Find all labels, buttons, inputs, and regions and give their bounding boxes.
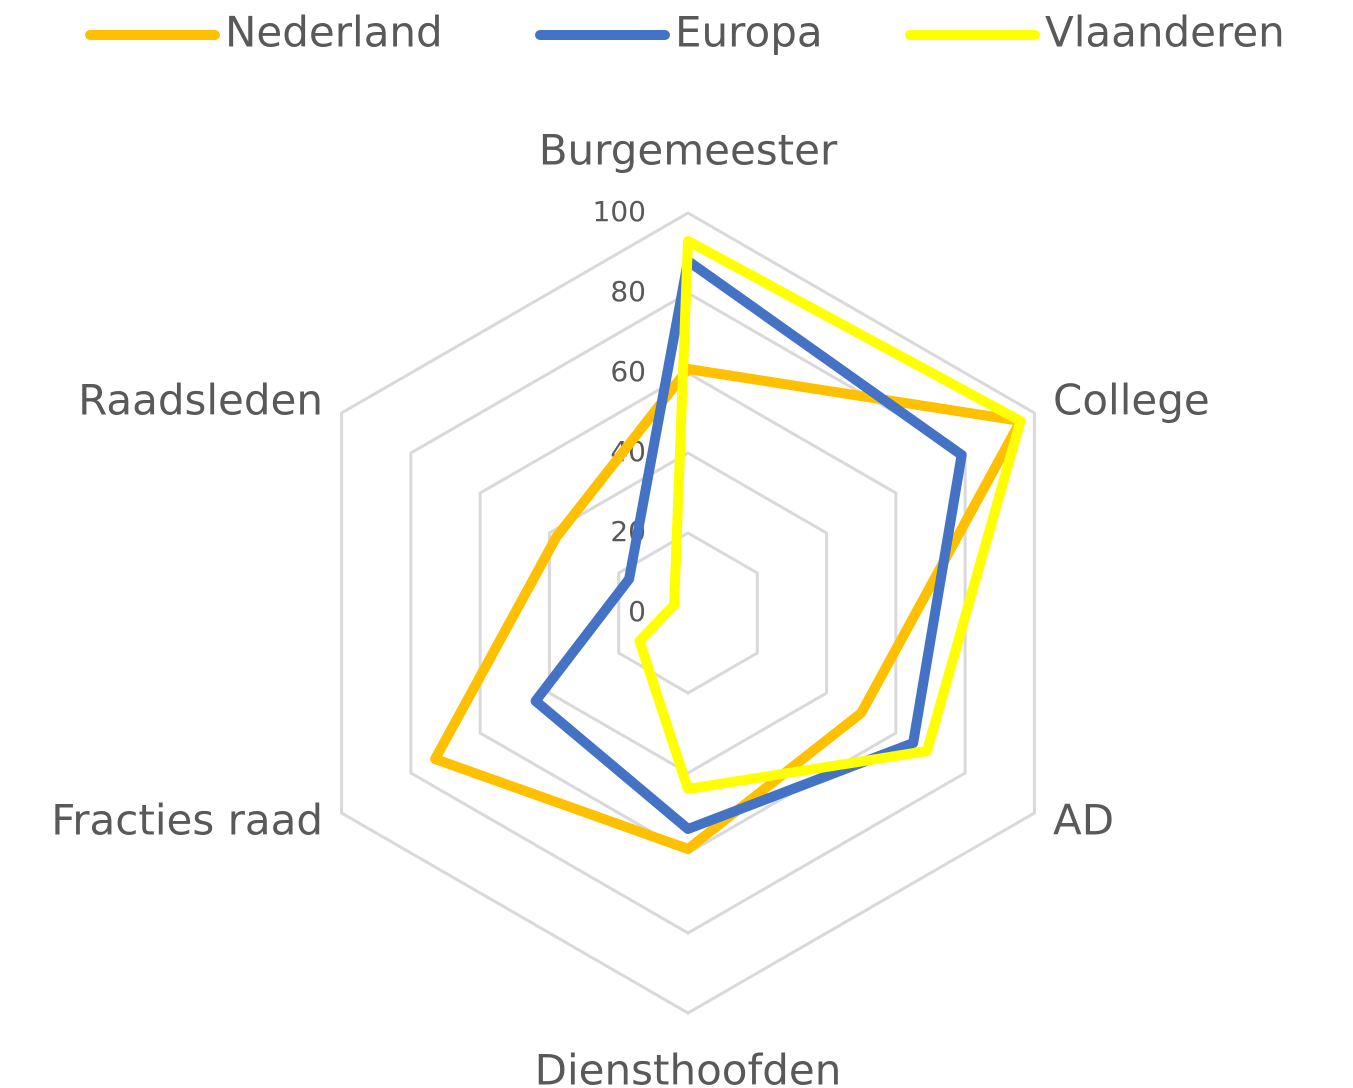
category-label: Fracties raad (51, 796, 323, 845)
grid-ring (340, 211, 1036, 1015)
category-label: Burgemeester (539, 126, 838, 175)
tick-label: 100 (593, 195, 646, 228)
series-line (530, 256, 967, 834)
category-label: Raadsleden (78, 376, 323, 425)
category-label: AD (1053, 796, 1114, 845)
legend-label: Nederland (225, 8, 443, 57)
legend-label: Vlaanderen (1045, 8, 1285, 57)
axis-spoke (688, 413, 1034, 613)
legend-label: Europa (675, 8, 823, 57)
tick-label: 80 (610, 275, 646, 308)
tick-label: 60 (610, 355, 646, 388)
series-line (634, 236, 1026, 794)
category-label: College (1053, 376, 1210, 425)
tick-label: 0 (628, 595, 646, 628)
category-label: Diensthoofden (535, 1046, 842, 1088)
grid-ring (617, 531, 759, 695)
